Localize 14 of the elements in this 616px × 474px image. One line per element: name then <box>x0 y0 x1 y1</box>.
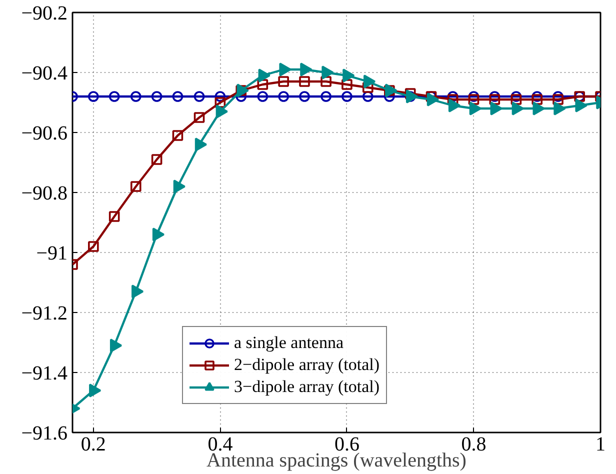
legend-label: a single antenna <box>234 333 344 353</box>
y-tick-label: −91.2 <box>21 302 68 324</box>
x-axis-title: Antenna spacings (wavelengths) <box>206 450 466 472</box>
x-tick-label: 0.2 <box>80 434 106 456</box>
legend-label: 3−dipole array (total) <box>234 377 380 397</box>
y-tick-label: −90.8 <box>21 182 68 204</box>
y-tick-label: −90.6 <box>21 122 68 144</box>
y-tick-label: −90.4 <box>21 62 68 84</box>
x-tick-label: 1 <box>596 434 606 456</box>
y-tick-label: −91.6 <box>21 422 68 444</box>
y-tick-label: −91.4 <box>21 362 68 384</box>
y-tick-label: −91 <box>36 242 68 264</box>
y-tick-label: −90.2 <box>21 2 68 24</box>
legend-label: 2−dipole array (total) <box>234 355 380 375</box>
